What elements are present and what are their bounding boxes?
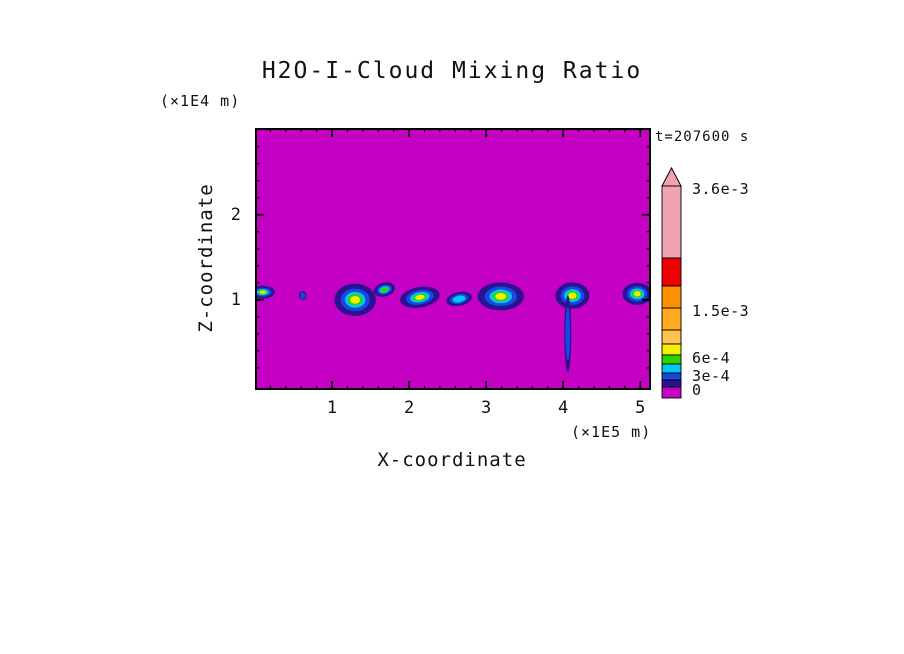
colorbar-segment (661, 257, 682, 287)
cloud-blob (373, 282, 395, 297)
time-annotation: t=207600 s (655, 129, 750, 145)
x-tick-label: 5 (635, 398, 646, 418)
colorbar-segment (661, 354, 682, 365)
y-axis-title: Z-coordinate (195, 183, 217, 333)
cloud-blob (564, 295, 572, 373)
cloud-blob (255, 285, 276, 299)
cloud-blob (334, 283, 376, 316)
colorbar-label: 0 (692, 381, 702, 399)
x-tick-label: 2 (403, 398, 415, 418)
y-tick-label: 1 (230, 289, 241, 310)
colorbar-label: 3.6e-3 (692, 180, 750, 198)
x-tick-label: 4 (558, 398, 569, 418)
cloud-blob (477, 282, 524, 311)
cloud-blob (446, 291, 473, 307)
colorbar-segment (661, 379, 682, 388)
colorbar-segment (661, 386, 682, 399)
field-background (255, 128, 651, 390)
heatmap-plot (255, 128, 651, 390)
cloud-blob (622, 282, 651, 305)
chart-title: H2O-I-Cloud Mixing Ratio (261, 58, 643, 84)
cloud-blob (555, 282, 590, 309)
colorbar-segment (661, 363, 682, 374)
colorbar-segment (661, 185, 682, 259)
colorbar-segment (661, 343, 682, 356)
plot-frame (255, 128, 651, 390)
x-axis-unit-label: (×1E5 m) (571, 423, 652, 441)
x-tick-label: 3 (481, 398, 492, 418)
colorbar-label: 1.5e-3 (692, 302, 750, 320)
colorbar-label: 6e-4 (692, 349, 731, 367)
cloud-layer (255, 282, 651, 373)
colorbar-segment (661, 285, 682, 309)
colorbar-segment (661, 307, 682, 331)
colorbar-arrow (661, 166, 682, 187)
x-tick-label: 1 (326, 398, 338, 418)
colorbar-segment (661, 372, 682, 381)
colorbar-segment (661, 329, 682, 345)
cloud-blob (400, 286, 440, 308)
colorbar (661, 166, 682, 399)
y-axis-unit-label: (×1E4 m) (160, 92, 241, 110)
y-tick-label: 2 (230, 204, 241, 225)
colorbar-label: 3e-4 (692, 367, 731, 385)
x-axis-title: X-coordinate (377, 449, 527, 471)
cloud-blob (298, 291, 307, 300)
